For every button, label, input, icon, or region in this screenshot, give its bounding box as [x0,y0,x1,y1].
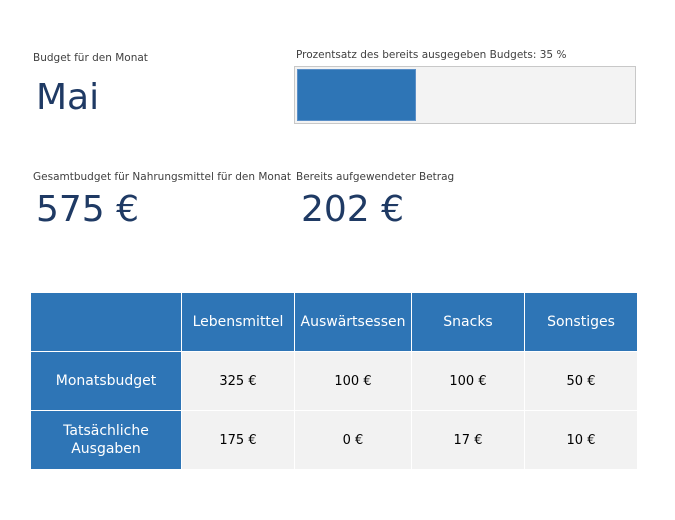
table-cell: 100 € [294,351,412,411]
row-header-monatsbudget: Monatsbudget [30,351,182,411]
row-header-tatsaechliche-ausgaben: Tatsächliche Ausgaben [30,410,182,470]
month-value: Mai [36,77,100,118]
table-cell: 17 € [411,410,525,470]
table-cell: 10 € [524,410,638,470]
total-budget-label: Gesamtbudget für Nahrungsmittel für den … [33,171,292,183]
column-header-snacks: Snacks [411,292,525,352]
spent-value: 202 € [301,189,405,230]
table-header-row: Lebensmittel Auswärtsessen Snacks Sonsti… [30,292,638,352]
table-cell: 0 € [294,410,412,470]
total-budget-value: 575 € [36,189,140,230]
column-header-auswaertsessen: Auswärtsessen [294,292,412,352]
table-cell: 175 € [181,410,295,470]
spent-label: Bereits aufgewendeter Betrag [296,171,455,183]
progress-label: Prozentsatz des bereits ausgegeben Budge… [296,49,567,61]
table-row: Tatsächliche Ausgaben 175 € 0 € 17 € 10 … [30,410,638,470]
table-cell: 50 € [524,351,638,411]
table-cell: 100 € [411,351,525,411]
column-header-lebensmittel: Lebensmittel [181,292,295,352]
budget-table: Lebensmittel Auswärtsessen Snacks Sonsti… [30,292,638,470]
budget-progress-fill [297,69,416,121]
column-header-empty [30,292,182,352]
table-row: Monatsbudget 325 € 100 € 100 € 50 € [30,351,638,411]
month-label: Budget für den Monat [33,52,148,64]
column-header-sonstiges: Sonstiges [524,292,638,352]
budget-progress-bar [294,66,636,124]
table-cell: 325 € [181,351,295,411]
